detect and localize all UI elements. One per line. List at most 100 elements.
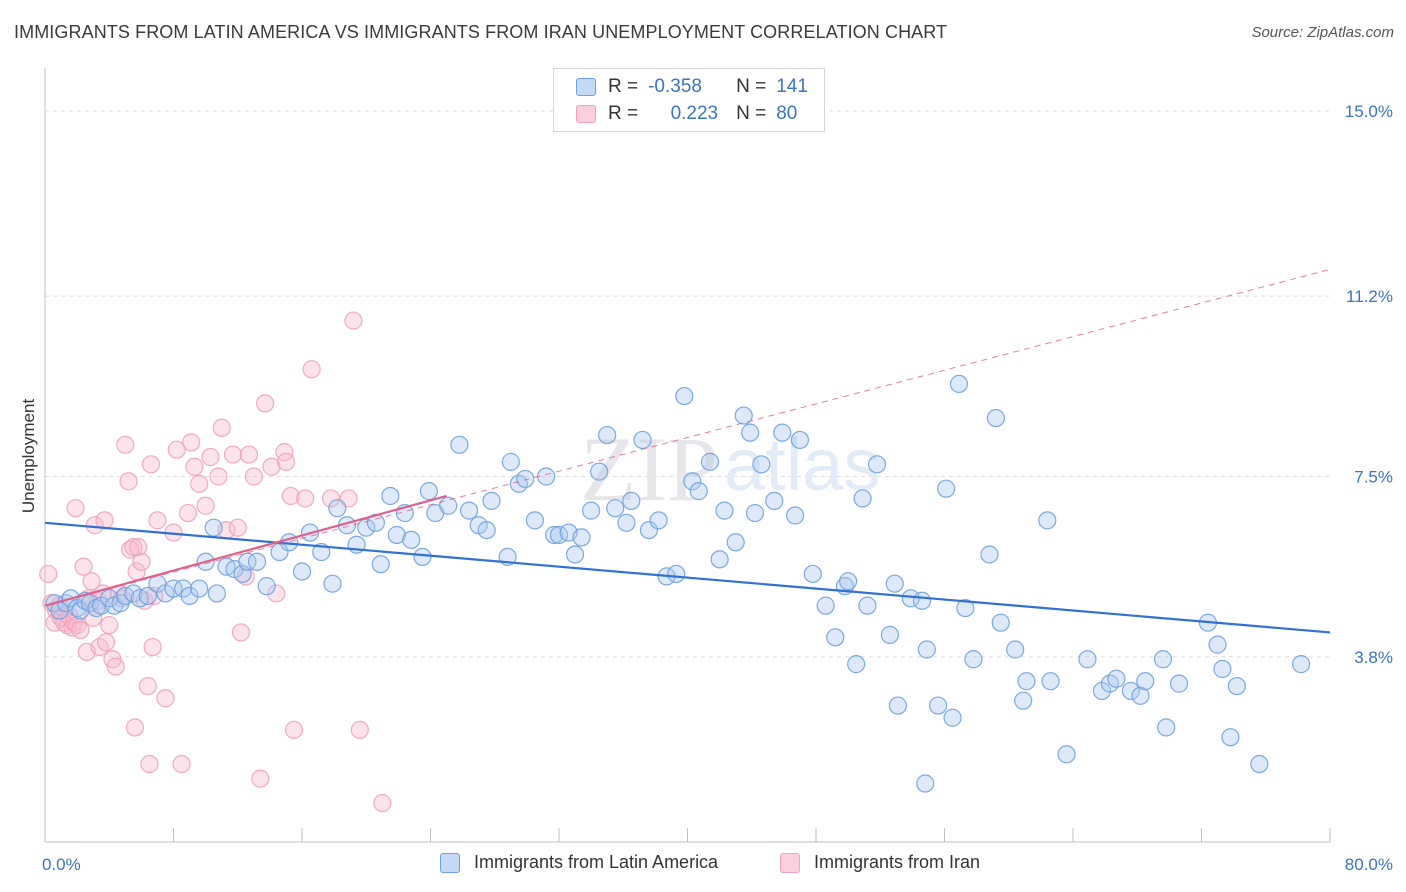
latin-america-point-47 (402, 530, 421, 549)
latin-america-point-22 (190, 579, 209, 598)
iran-point-30 (116, 435, 135, 454)
watermark-atlas: atlas (724, 423, 880, 506)
latin-america-point-93 (790, 430, 810, 450)
y-tick-label-3: 15.0% (1345, 102, 1393, 121)
latin-america-point-136 (1208, 635, 1227, 654)
latin-america-point-70 (598, 425, 617, 445)
iran-trend-extension (44, 268, 1331, 607)
iran-point-76 (344, 311, 363, 330)
iran-point-39 (138, 676, 157, 696)
iran-point-25 (100, 616, 119, 635)
iran-point-17 (82, 572, 101, 591)
latin-america-point-60 (516, 469, 535, 489)
x-tick-label-min: 0.0% (42, 855, 81, 874)
latin-america-point-113 (949, 374, 969, 393)
stats-legend-row-latin: R = -0.358 N = 141 (576, 75, 808, 99)
iran-point-72 (296, 489, 315, 508)
latin-america-point-53 (459, 501, 479, 520)
latin-america-point-120 (1014, 691, 1033, 710)
latin-america-point-20 (174, 579, 193, 598)
iran-point-24 (96, 633, 116, 652)
iran-point-77 (350, 720, 369, 740)
latin-america-point-37 (323, 574, 342, 593)
iran-point-44 (148, 511, 167, 530)
iran-point-65 (255, 394, 275, 413)
latin-america-point-85 (726, 533, 745, 552)
series-legend: Immigrants from Latin America Immigrants… (0, 852, 1406, 876)
latin-america-point-116 (980, 545, 999, 564)
latin-america-point-96 (826, 628, 845, 647)
iran-point-60 (231, 623, 251, 642)
iran-point-38 (135, 591, 154, 610)
iran-point-11 (66, 499, 85, 518)
y-tick-label-0: 3.8% (1354, 648, 1393, 667)
latin-america-point-112 (943, 708, 962, 727)
x-tick-label-max: 80.0% (1345, 855, 1393, 874)
iran-point-27 (106, 657, 125, 676)
source-credit: Source: ZipAtlas.com (1251, 24, 1394, 41)
latin-america-point-41 (357, 518, 376, 537)
stats-legend: R = -0.358 N = 141 R = 0.223 N = 80 (553, 68, 825, 132)
iran-point-33 (124, 538, 143, 557)
latin-america-point-105 (888, 696, 908, 715)
latin-r-value: -0.358 (648, 76, 702, 97)
tick-labels: 3.8% 7.5% 11.2% 15.0% 0.0% 80.0% (42, 102, 1393, 874)
iran-point-78 (373, 793, 392, 813)
latin-america-point-117 (986, 408, 1006, 428)
latin-america-point-83 (710, 550, 729, 569)
latin-r-label: R = (608, 76, 639, 97)
latin-america-point-134 (1169, 674, 1189, 693)
latin-america-point-95 (816, 596, 835, 615)
latin-america-point-45 (387, 525, 406, 545)
latin-america-point-8 (87, 598, 106, 618)
latin-america-point-99 (847, 655, 866, 674)
iran-point-31 (119, 472, 138, 491)
latin-america-point-16 (138, 586, 157, 605)
series-iran-points (39, 311, 392, 813)
iran-point-50 (182, 433, 201, 452)
latin-america-point-86 (734, 406, 753, 425)
iran-point-49 (178, 503, 198, 523)
iran-point-66 (262, 457, 281, 476)
iran-point-40 (140, 754, 159, 774)
latin-legend-swatch-icon (440, 852, 460, 873)
iran-r-value: 0.223 (670, 103, 719, 124)
iran-point-70 (281, 486, 300, 506)
iran-point-56 (212, 418, 231, 437)
latin-america-point-68 (582, 501, 601, 520)
latin-america-point-43 (371, 555, 390, 574)
iran-point-37 (132, 552, 151, 571)
latin-n-value: 141 (776, 76, 808, 97)
latin-america-point-58 (501, 452, 520, 471)
iran-point-69 (276, 452, 296, 471)
latin-america-point-49 (419, 482, 438, 501)
latin-america-point-63 (545, 525, 564, 545)
iran-point-71 (284, 720, 304, 740)
latin-america-point-55 (477, 521, 496, 540)
y-axis-title: Unemployment (19, 399, 38, 514)
latin-swatch-icon (576, 78, 596, 96)
latin-america-point-140 (1250, 754, 1269, 774)
iran-point-13 (71, 620, 90, 640)
latin-america-point-101 (858, 596, 877, 615)
iran-point-45 (156, 689, 175, 708)
iran-r-label: R = (608, 103, 639, 124)
latin-america-point-51 (439, 496, 458, 515)
iran-point-53 (196, 496, 215, 515)
latin-america-point-139 (1227, 676, 1246, 696)
latin-america-point-103 (880, 625, 899, 644)
latin-america-point-72 (617, 513, 636, 532)
latin-america-point-61 (525, 511, 545, 530)
latin-america-point-52 (450, 435, 469, 454)
iran-point-51 (185, 457, 204, 476)
latin-n-label: N = (736, 76, 767, 97)
latin-america-point-92 (786, 506, 805, 525)
latin-america-point-141 (1291, 655, 1311, 674)
latin-america-point-108 (916, 774, 935, 793)
latin-america-point-80 (683, 472, 702, 491)
latin-america-point-123 (1041, 672, 1060, 691)
latin-america-point-48 (413, 547, 432, 567)
latin-america-point-31 (257, 577, 276, 596)
latin-america-point-137 (1213, 659, 1232, 679)
